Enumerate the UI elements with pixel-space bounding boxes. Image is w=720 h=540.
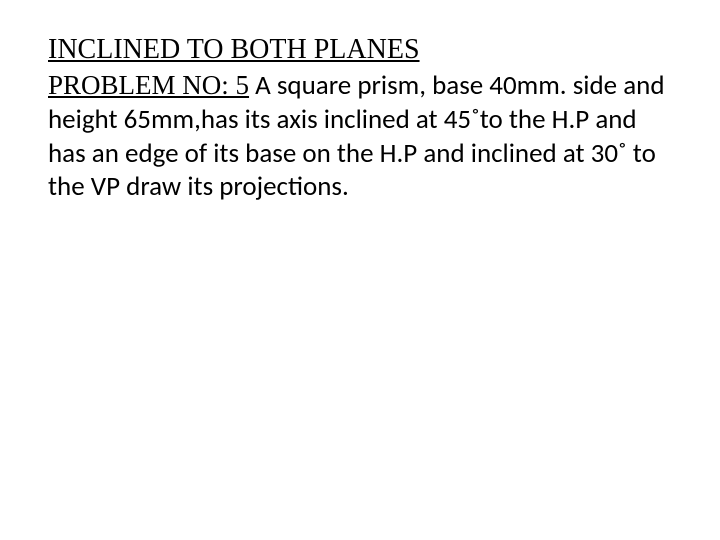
problem-statement: PROBLEM NO: 5 A square prism, base 40mm.… (48, 69, 672, 204)
slide-container: INCLINED TO BOTH PLANES PROBLEM NO: 5 A … (0, 0, 720, 236)
slide-heading: INCLINED TO BOTH PLANES (48, 32, 672, 67)
problem-number-label: PROBLEM NO: 5 (48, 70, 249, 100)
